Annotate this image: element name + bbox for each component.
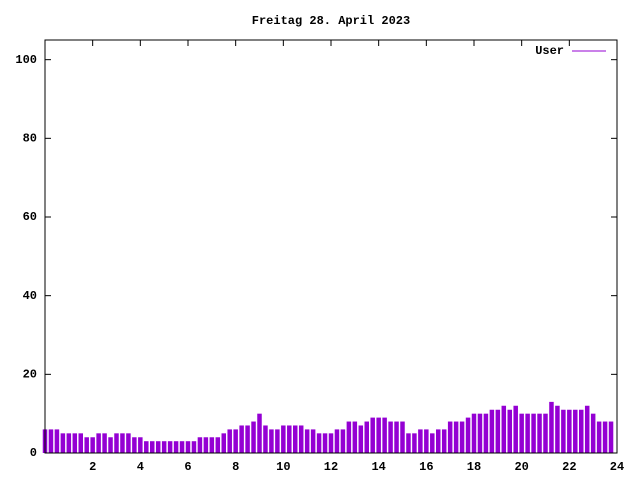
y-tick-label: 60: [23, 210, 37, 224]
x-tick-label: 24: [610, 460, 624, 474]
x-tick-label: 16: [419, 460, 433, 474]
x-tick-label: 6: [184, 460, 191, 474]
x-tick-label: 18: [467, 460, 481, 474]
x-tick-label: 10: [276, 460, 290, 474]
legend-label: User: [535, 44, 564, 58]
x-tick-label: 20: [514, 460, 528, 474]
y-tick-label: 0: [30, 446, 37, 460]
x-tick-label: 22: [562, 460, 576, 474]
y-tick-label: 80: [23, 132, 37, 146]
x-tick-label: 8: [232, 460, 239, 474]
chart-title: Freitag 28. April 2023: [252, 14, 410, 28]
x-tick-label: 14: [371, 460, 385, 474]
y-tick-label: 100: [15, 53, 37, 67]
x-tick-label: 2: [89, 460, 96, 474]
plot-border: [44, 39, 618, 454]
x-tick-label: 12: [324, 460, 338, 474]
x-tick-label: 4: [137, 460, 144, 474]
y-tick-label: 20: [23, 368, 37, 382]
y-tick-label: 40: [23, 289, 37, 303]
